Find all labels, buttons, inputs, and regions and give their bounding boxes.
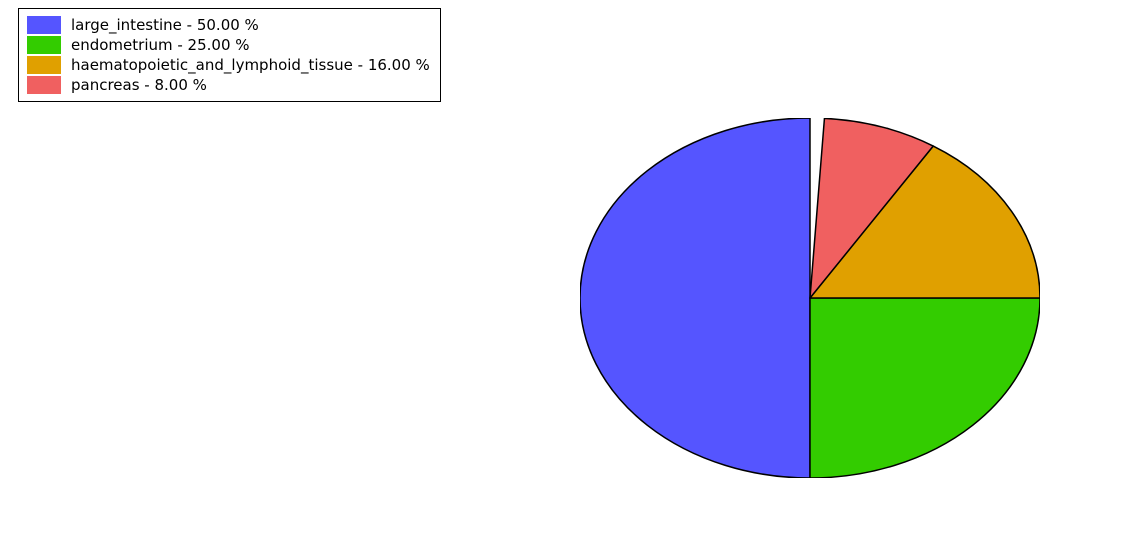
- pie-svg: [580, 118, 1040, 478]
- legend-swatch: [27, 16, 61, 34]
- legend-label: large_intestine - 50.00 %: [71, 16, 259, 34]
- legend-swatch: [27, 36, 61, 54]
- legend-item-large-intestine: large_intestine - 50.00 %: [27, 16, 430, 34]
- legend-item-endometrium: endometrium - 25.00 %: [27, 36, 430, 54]
- pie-chart: [580, 118, 1040, 478]
- chart-legend: large_intestine - 50.00 % endometrium - …: [18, 8, 441, 102]
- pie-slice-endometrium: [810, 298, 1040, 478]
- legend-label: pancreas - 8.00 %: [71, 76, 207, 94]
- legend-swatch: [27, 56, 61, 74]
- legend-swatch: [27, 76, 61, 94]
- legend-item-haematopoietic: haematopoietic_and_lymphoid_tissue - 16.…: [27, 56, 430, 74]
- legend-label: endometrium - 25.00 %: [71, 36, 250, 54]
- pie-slice-large_intestine: [580, 118, 810, 478]
- legend-label: haematopoietic_and_lymphoid_tissue - 16.…: [71, 56, 430, 74]
- legend-item-pancreas: pancreas - 8.00 %: [27, 76, 430, 94]
